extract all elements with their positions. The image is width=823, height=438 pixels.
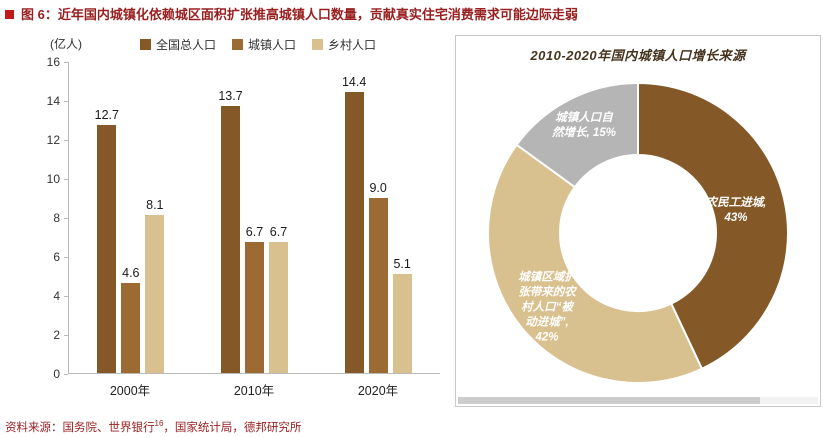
bar-value-label: 12.7 (94, 108, 119, 123)
bar-value-label: 8.1 (146, 198, 164, 213)
y-axis-tick-label: 12 (46, 133, 60, 147)
bar-holder: 5.1 (392, 62, 412, 373)
bar (145, 215, 165, 373)
donut-svg (487, 81, 789, 384)
legend-item: 城镇人口 (231, 36, 297, 53)
bar-holder: 6.7 (268, 62, 288, 373)
y-axis-unit-label: (亿人) (50, 37, 82, 51)
y-axis-tick (64, 179, 68, 180)
source-text-suffix: ，国家统计局，德邦研究所 (163, 422, 302, 434)
y-axis-tick-label: 14 (46, 94, 60, 108)
figure-title: 图 6：近年国内城镇化依赖城区面积扩张推高城镇人口数量，贡献真实住宅消费需求可能… (21, 7, 578, 22)
bar (344, 92, 364, 373)
figure-header: 图 6：近年国内城镇化依赖城区面积扩张推高城镇人口数量，贡献真实住宅消费需求可能… (5, 7, 817, 23)
bar-value-label: 6.7 (245, 225, 264, 240)
legend-swatch-icon (139, 39, 151, 50)
y-axis-tick-label: 16 (46, 55, 60, 69)
bar-value-label: 5.1 (393, 256, 411, 271)
y-axis-tick (64, 218, 68, 219)
donut-slice (515, 81, 639, 189)
donut-slice-label: 农民工进城, 43% (705, 197, 767, 224)
y-axis-tick (64, 101, 68, 102)
bar-holder: 4.6 (121, 62, 141, 373)
legend-item: 全国总人口 (139, 36, 216, 53)
bar (220, 105, 240, 373)
bar-value-label: 13.7 (218, 88, 243, 103)
bar-group: 12.7 4.6 8.1 (94, 62, 165, 373)
y-axis-tick (64, 257, 68, 258)
bar-value-label: 6.7 (269, 225, 288, 240)
donut-chart-panel: 2010-2020年国内城镇人口增长来源 农民工进城, 43% 城镇区域扩张带来的… (455, 35, 821, 407)
source-footnote-ref: 16 (154, 419, 164, 429)
donut-slice-label: 城镇区域扩张带来的农村人口“被动进城”, 42% (518, 271, 576, 344)
y-axis-tick-label: 4 (53, 289, 60, 303)
bar (392, 273, 412, 373)
bar-holder: 14.4 (341, 62, 367, 373)
bar-value-label: 9.0 (369, 180, 387, 195)
bar-group: 14.4 9.0 5.1 (341, 62, 412, 373)
source-note: 资料来源：国务院、世界银行16，国家统计局，德邦研究所 (5, 419, 301, 435)
legend-swatch-icon (231, 39, 243, 50)
bar-holder: 8.1 (145, 62, 165, 373)
legend-label: 城镇人口 (247, 38, 297, 52)
legend-label: 全国总人口 (155, 38, 216, 52)
bar (121, 283, 141, 373)
bar-value-label: 14.4 (341, 75, 367, 90)
legend-swatch-icon (312, 39, 324, 50)
bar (244, 242, 264, 373)
y-axis-tick (64, 62, 68, 63)
bar-group: 13.7 6.7 6.7 (218, 62, 288, 373)
y-axis-tick-label: 6 (53, 250, 60, 264)
legend-label: 乡村人口 (328, 38, 377, 52)
y-axis-tick-label: 8 (53, 211, 60, 225)
scrollbar-thumb[interactable] (458, 397, 761, 404)
donut-slice (487, 143, 704, 384)
bar-chart: (亿人) 全国总人口 城镇人口 乡村人口 12.7 4.6 8.1 13.7 6.7 6.7 1… (10, 30, 450, 412)
bar-value-label: 4.6 (122, 266, 140, 281)
x-axis-label: 2000年 (109, 384, 151, 398)
y-axis-tick-label: 0 (53, 367, 60, 381)
plot-area: 12.7 4.6 8.1 13.7 6.7 6.7 14.4 9.0 5.1 (68, 62, 440, 374)
x-axis-label: 2010年 (233, 384, 275, 398)
bar-holder: 12.7 (94, 62, 119, 373)
y-axis-tick (64, 374, 68, 375)
y-axis-tick-label: 2 (53, 328, 60, 342)
donut-chart-title: 2010-2020年国内城镇人口增长来源 (530, 48, 746, 63)
bar (368, 197, 388, 373)
y-axis-tick (64, 296, 68, 297)
source-text-prefix: 资料来源：国务院、世界银行 (5, 422, 155, 434)
y-axis-tick (64, 140, 68, 141)
x-axis-labels: 2000年 2010年 2020年 (68, 380, 440, 399)
y-axis-tick (64, 335, 68, 336)
bar-holder: 6.7 (244, 62, 264, 373)
y-axis-tick-label: 10 (46, 172, 60, 186)
legend-item: 乡村人口 (312, 36, 376, 53)
title-bullet-icon (5, 10, 14, 19)
bar-holder: 13.7 (218, 62, 243, 373)
donut-slice-label: 城镇人口自然增长, 15% (552, 112, 616, 139)
bar-holder: 9.0 (368, 62, 388, 373)
bar (268, 242, 288, 373)
donut-chart: 农民工进城, 43% 城镇区域扩张带来的农村人口“被动进城”, 42% 城镇人口自然… (483, 78, 793, 388)
donut-slice (637, 81, 789, 371)
legend: 全国总人口 城镇人口 乡村人口 (139, 36, 376, 53)
horizontal-scrollbar (458, 397, 818, 404)
bar (97, 125, 117, 373)
x-axis-label: 2020年 (357, 384, 399, 398)
